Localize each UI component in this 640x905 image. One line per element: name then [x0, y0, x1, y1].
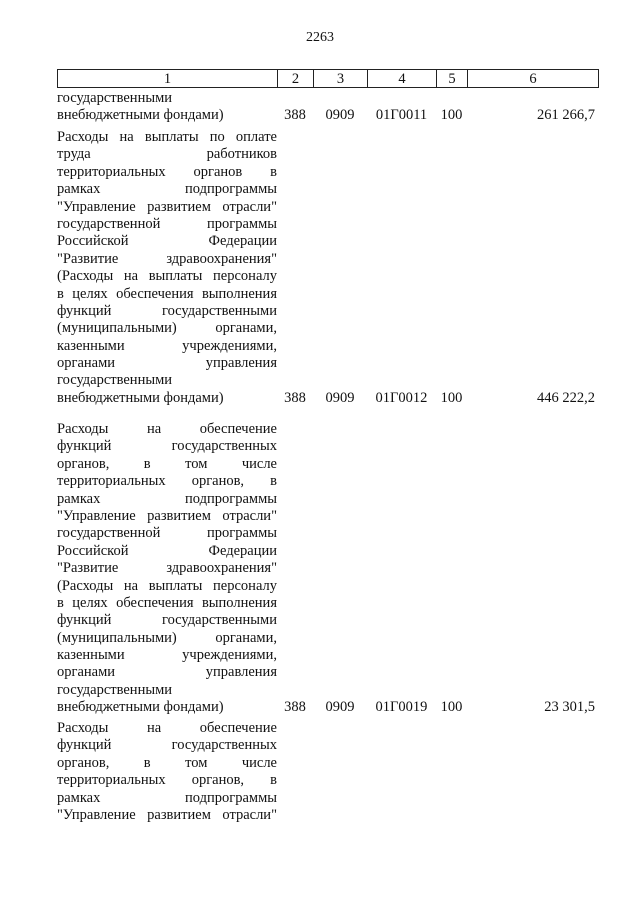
header-col-4: 4	[368, 70, 437, 87]
description-line: внебюджетными фондами)	[57, 389, 224, 406]
description-line: казенными учреждениями,	[57, 647, 277, 664]
description-line: органами управления	[57, 355, 277, 372]
cell-section: 0909	[325, 699, 355, 716]
description-line: Расходы на обеспечение	[57, 720, 277, 736]
description-line: рамках подпрограммы	[57, 789, 277, 806]
cell-gov-code: 388	[284, 699, 306, 716]
description-line: рамках подпрограммы	[57, 181, 277, 198]
description-line: Расходы на обеспечение	[57, 421, 277, 437]
description-line: (Расходы на выплаты персоналу	[57, 268, 277, 285]
cell-target-article: 01Г0012	[375, 389, 428, 406]
description-line: (муниципальными) органами,	[57, 320, 277, 337]
description-line: в целях обеспечения выполнения	[57, 285, 277, 302]
header-col-1: 1	[58, 70, 278, 87]
cell-gov-code: 388	[284, 107, 306, 124]
cell-expense-type: 100	[440, 389, 463, 406]
description-line: "Развитие здравоохранения"	[57, 560, 277, 577]
description-line: в целях обеспечения выполнения	[57, 594, 277, 611]
cell-amount: 23 301,5	[544, 699, 595, 716]
cell-amount: 261 266,7	[537, 107, 595, 124]
cell-section: 0909	[325, 389, 355, 406]
table-row: Расходы на выплаты по оплате труда работн…	[57, 129, 595, 407]
cell-section: 0909	[325, 107, 355, 124]
description-line: государственными	[57, 372, 173, 389]
description-line: органов, в том числе	[57, 455, 277, 472]
description-line: "Управление развитием отрасли"	[57, 806, 277, 823]
description-line: Расходы на выплаты по оплате	[57, 129, 277, 145]
description-line: Российской Федерации	[57, 233, 277, 250]
page-number: 2263	[306, 30, 334, 45]
header-col-6: 6	[529, 71, 537, 87]
cell-gov-code: 388	[284, 389, 306, 406]
description-line: функций государственными	[57, 612, 277, 629]
description-line: государственными	[57, 681, 173, 698]
description-line: органов, в том числе	[57, 754, 277, 771]
row-description: Расходы на обеспечение функций государств…	[57, 421, 277, 717]
table-row: Расходы на обеспечение функций государств…	[57, 421, 595, 717]
row-description: Расходы на выплаты по оплате труда работн…	[57, 129, 277, 407]
cell-target-article: 01Г0019	[375, 699, 428, 716]
row-description: государственными внебюджетными фондами)	[57, 90, 277, 125]
description-line: "Управление развитием отрасли"	[57, 198, 277, 215]
description-line: государственной программы	[57, 525, 277, 542]
description-line: рамках подпрограммы	[57, 490, 277, 507]
description-line: государственной программы	[57, 215, 277, 232]
description-line: функций государственными	[57, 302, 277, 319]
description-line: внебюджетными фондами)	[57, 699, 224, 716]
header-col-3: 3	[314, 70, 368, 87]
description-line: территориальных органов, в	[57, 473, 277, 490]
table-row: государственными внебюджетными фондами) 38…	[57, 90, 595, 125]
header-col-2: 2	[278, 70, 314, 87]
description-line: территориальных органов в	[57, 163, 277, 180]
description-line: казенными учреждениями,	[57, 337, 277, 354]
description-line: внебюджетными фондами)	[57, 107, 224, 124]
cell-expense-type: 100	[440, 699, 463, 716]
description-line: функций государственных	[57, 438, 277, 455]
cell-amount: 446 222,2	[537, 389, 595, 406]
row-description: Расходы на обеспечение функций государств…	[57, 720, 277, 824]
description-line: "Управление развитием отрасли"	[57, 507, 277, 524]
description-line: (Расходы на выплаты персоналу	[57, 577, 277, 594]
description-line: государственными	[57, 90, 173, 106]
description-line: Российской Федерации	[57, 542, 277, 559]
cell-expense-type: 100	[440, 107, 463, 124]
table-row: Расходы на обеспечение функций государств…	[57, 720, 277, 824]
description-line: (муниципальными) органами,	[57, 629, 277, 646]
header-col-5: 5	[437, 70, 468, 87]
cell-target-article: 01Г0011	[375, 107, 428, 124]
description-line: функций государственных	[57, 737, 277, 754]
table-header-row: 1 2 3 4 5 6	[57, 69, 599, 88]
description-line: органами управления	[57, 664, 277, 681]
description-line: труда работников	[57, 146, 277, 163]
description-line: "Развитие здравоохранения"	[57, 250, 277, 267]
description-line: территориальных органов, в	[57, 772, 277, 789]
